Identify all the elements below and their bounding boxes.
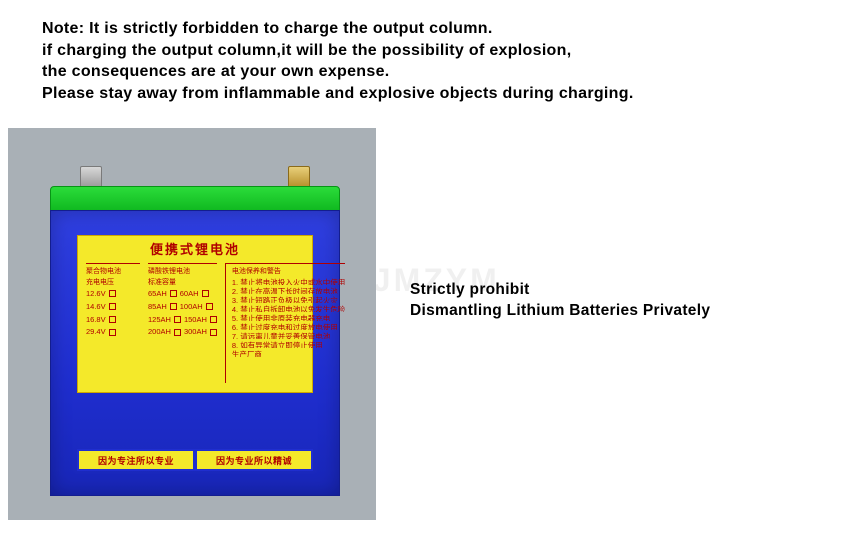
c4: 200AH (148, 327, 171, 337)
checkbox-icon (109, 316, 116, 323)
checkbox-icon (210, 316, 217, 323)
label-col-capacity: 磷酸铁锂电池 标准容量 65AH 60AH 85AH 100AH 125AH 150A… (148, 263, 217, 383)
v3: 16.8V (86, 315, 106, 325)
w8: 8. 如有异常请立即停止使用 (232, 341, 345, 349)
battery-body: 便携式锂电池 聚合物电池 充电电压 12.6V 14.6V 16.8V 29.4… (50, 210, 340, 496)
c4b: 300AH (184, 327, 207, 337)
note-line-2: if charging the output column,it will be… (42, 40, 810, 62)
label-title: 便携式锂电池 (86, 242, 304, 259)
checkbox-icon (170, 303, 177, 310)
label-col-warnings: 电池保养和警告 1. 禁止将电池投入火中或水中使用 2. 禁止在高温下长时间存放… (225, 263, 345, 383)
checkbox-icon (109, 329, 116, 336)
battery-spec-label: 便携式锂电池 聚合物电池 充电电压 12.6V 14.6V 16.8V 29.4… (77, 235, 313, 393)
c2: 85AH (148, 302, 167, 312)
checkbox-icon (174, 329, 181, 336)
checkbox-icon (170, 290, 177, 297)
w1: 1. 禁止将电池投入火中或水中使用 (232, 278, 345, 286)
v2: 14.6V (86, 302, 106, 312)
w3: 3. 禁止短路正负极以免引起火灾 (232, 296, 345, 304)
note-line-1: Note: It is strictly forbidden to charge… (42, 18, 810, 40)
checkbox-icon (202, 290, 209, 297)
checkbox-icon (174, 316, 181, 323)
v4: 29.4V (86, 327, 106, 337)
checkbox-icon (206, 303, 213, 310)
label-col-voltage: 聚合物电池 充电电压 12.6V 14.6V 16.8V 29.4V (86, 263, 140, 383)
col1-sub: 充电电压 (86, 278, 140, 287)
col3-head: 电池保养和警告 (232, 267, 345, 276)
warning-note: Note: It is strictly forbidden to charge… (42, 18, 810, 104)
c3: 125AH (148, 315, 171, 325)
c1b: 60AH (180, 289, 199, 299)
note-line-3: the consequences are at your own expense… (42, 61, 810, 83)
slogan-right: 因为专业所以精诚 (197, 451, 311, 469)
c3b: 150AH (184, 315, 207, 325)
terminal-positive-icon (288, 166, 310, 188)
terminal-negative-icon (80, 166, 102, 188)
battery-terminals (50, 166, 340, 188)
c1: 65AH (148, 289, 167, 299)
w5: 5. 禁止使用非原装充电器充电 (232, 314, 345, 322)
battery-photo-panel: 便携式锂电池 聚合物电池 充电电压 12.6V 14.6V 16.8V 29.4… (8, 128, 376, 520)
col2-head: 磷酸铁锂电池 (148, 267, 217, 276)
slogan-left: 因为专注所以专业 (79, 451, 193, 469)
battery-cap (50, 186, 340, 212)
side-warning: Strictly prohibit Dismantling Lithium Ba… (410, 280, 820, 322)
battery-illustration: 便携式锂电池 聚合物电池 充电电压 12.6V 14.6V 16.8V 29.4… (50, 166, 340, 496)
side-line-2: Dismantling Lithium Batteries Privately (410, 301, 820, 322)
col2-sub: 标准容量 (148, 278, 217, 287)
w7: 7. 请远离儿童并妥善保管电池 (232, 332, 345, 340)
side-line-1: Strictly prohibit (410, 280, 820, 301)
checkbox-icon (210, 329, 217, 336)
col1-head: 聚合物电池 (86, 267, 140, 276)
w6: 6. 禁止过度充电和过度放电使用 (232, 323, 345, 331)
c2b: 100AH (180, 302, 203, 312)
battery-slogan-strip: 因为专注所以专业 因为专业所以精诚 (77, 449, 313, 471)
checkbox-icon (109, 303, 116, 310)
v1: 12.6V (86, 289, 106, 299)
note-line-4: Please stay away from inflammable and ex… (42, 83, 810, 105)
label-footer: 生产厂商 (232, 350, 345, 358)
w2: 2. 禁止在高温下长时间存放电池 (232, 287, 345, 295)
w4: 4. 禁止私自拆卸电池以免发生危险 (232, 305, 345, 313)
checkbox-icon (109, 290, 116, 297)
